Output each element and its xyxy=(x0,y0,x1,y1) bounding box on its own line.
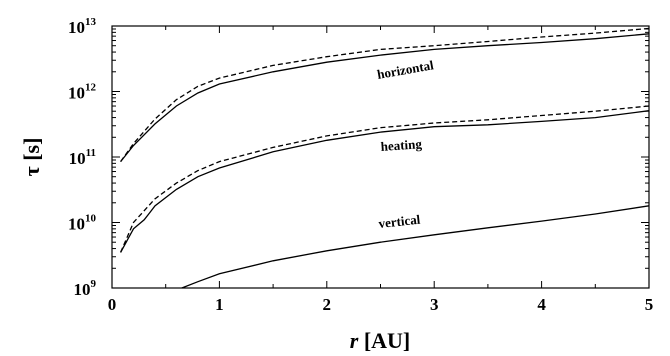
series-line-horizontal-dashed xyxy=(120,27,650,162)
series-line-heating-dashed xyxy=(120,105,650,253)
x-axis-title: r [AU] xyxy=(350,328,411,353)
axis-ticks xyxy=(111,25,650,289)
x-axis-var: r xyxy=(350,328,359,353)
annotation-vertical: vertical xyxy=(378,212,422,231)
plot-frame xyxy=(111,25,650,289)
x-tick-labels: 0 1 2 3 4 5 xyxy=(108,295,654,314)
y-tick-label: 1011 xyxy=(69,147,96,168)
x-tick-label: 2 xyxy=(323,295,332,314)
series-group xyxy=(120,27,650,289)
y-axis-var: τ xyxy=(19,166,44,176)
x-tick-label: 4 xyxy=(537,295,546,314)
series-line-vertical-solid xyxy=(181,205,650,289)
series-line-horizontal-solid xyxy=(120,33,650,163)
x-axis-unit: [AU] xyxy=(364,328,410,353)
series-line-heating-solid xyxy=(120,110,650,253)
y-tick-labels: 109 1010 1011 1012 1013 xyxy=(68,16,97,299)
annotation-horizontal: horizontal xyxy=(376,57,435,82)
x-tick-label: 1 xyxy=(215,295,224,314)
x-tick-label: 0 xyxy=(108,295,117,314)
y-tick-label: 1010 xyxy=(68,213,97,234)
y-tick-label: 109 xyxy=(74,278,97,299)
x-tick-label: 5 xyxy=(645,295,654,314)
y-tick-label: 1013 xyxy=(68,16,97,37)
y-axis-title: τ [s] xyxy=(19,138,44,177)
x-tick-label: 3 xyxy=(430,295,439,314)
y-axis-unit: [s] xyxy=(19,138,44,161)
y-tick-label: 1012 xyxy=(68,82,97,103)
annotation-heating: heating xyxy=(380,136,423,154)
